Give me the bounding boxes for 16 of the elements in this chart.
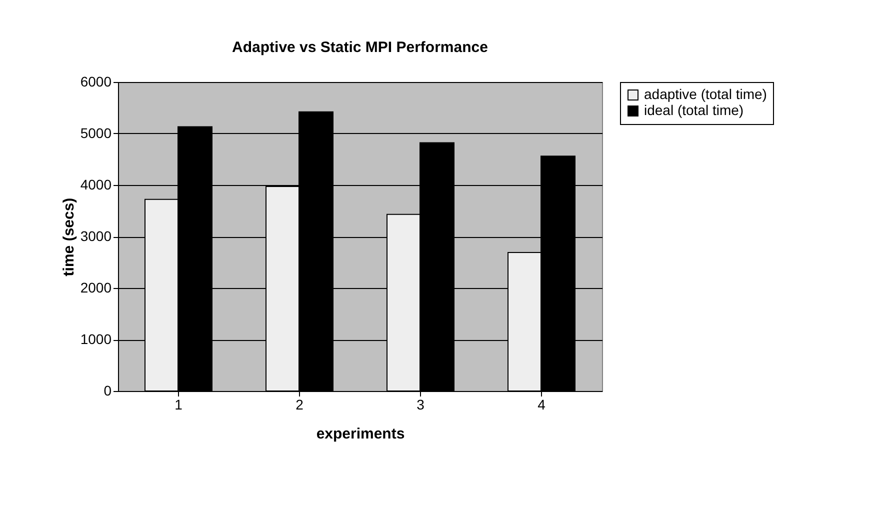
y-tick-label: 1000 [80, 331, 112, 347]
y-tick-label: 5000 [80, 125, 112, 141]
y-axis-title: time (secs) [60, 198, 78, 276]
legend-label: adaptive (total time) [644, 86, 767, 102]
x-tick-label: 4 [538, 396, 546, 412]
x-tick-label: 1 [174, 396, 183, 412]
x-tick-label: 2 [296, 396, 304, 412]
x-axis-title: experiments [316, 426, 405, 442]
chart-title: Adaptive vs Static MPI Performance [232, 39, 488, 56]
y-tick-label: 6000 [80, 74, 112, 90]
y-tick-label: 3000 [80, 228, 112, 244]
x-tick-label: 3 [416, 396, 425, 412]
y-tick-label: 0 [104, 382, 112, 398]
y-tick-label: 4000 [80, 176, 112, 192]
y-tick-label: 2000 [80, 280, 112, 296]
legend-label: ideal (total time) [644, 102, 744, 118]
